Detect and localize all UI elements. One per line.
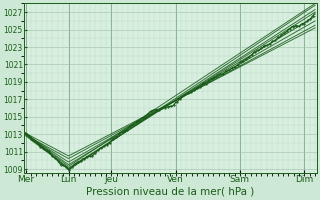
X-axis label: Pression niveau de la mer( hPa ): Pression niveau de la mer( hPa ) (86, 187, 254, 197)
